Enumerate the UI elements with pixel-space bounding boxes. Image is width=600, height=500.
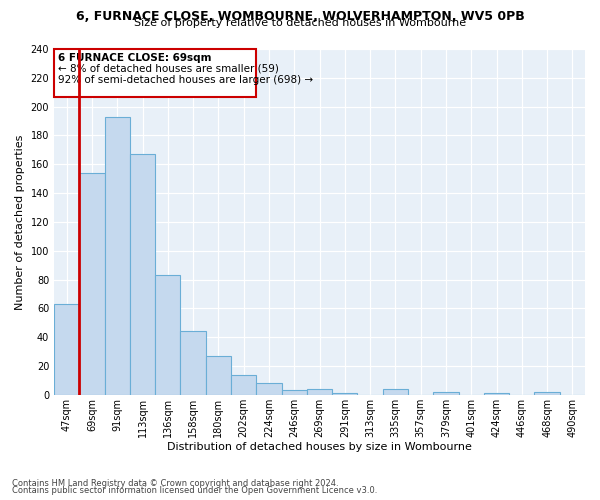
Bar	[206, 356, 231, 395]
Bar	[231, 374, 256, 395]
Text: 6 FURNACE CLOSE: 69sqm: 6 FURNACE CLOSE: 69sqm	[58, 52, 211, 62]
Bar	[281, 390, 307, 395]
Bar	[130, 154, 155, 395]
Y-axis label: Number of detached properties: Number of detached properties	[15, 134, 25, 310]
Bar	[181, 332, 206, 395]
Text: Contains HM Land Registry data © Crown copyright and database right 2024.: Contains HM Land Registry data © Crown c…	[12, 478, 338, 488]
Bar	[79, 173, 104, 395]
Bar	[535, 392, 560, 395]
X-axis label: Distribution of detached houses by size in Wombourne: Distribution of detached houses by size …	[167, 442, 472, 452]
Bar	[54, 304, 79, 395]
Bar	[383, 389, 408, 395]
Text: Contains public sector information licensed under the Open Government Licence v3: Contains public sector information licen…	[12, 486, 377, 495]
Bar	[433, 392, 458, 395]
Bar	[155, 275, 181, 395]
FancyBboxPatch shape	[54, 49, 256, 96]
Bar	[307, 389, 332, 395]
Bar	[484, 394, 509, 395]
Text: Size of property relative to detached houses in Wombourne: Size of property relative to detached ho…	[134, 18, 466, 28]
Text: 92% of semi-detached houses are larger (698) →: 92% of semi-detached houses are larger (…	[58, 75, 313, 85]
Bar	[332, 394, 358, 395]
Bar	[256, 384, 281, 395]
Text: 6, FURNACE CLOSE, WOMBOURNE, WOLVERHAMPTON, WV5 0PB: 6, FURNACE CLOSE, WOMBOURNE, WOLVERHAMPT…	[76, 10, 524, 23]
Bar	[104, 116, 130, 395]
Text: ← 8% of detached houses are smaller (59): ← 8% of detached houses are smaller (59)	[58, 64, 279, 74]
